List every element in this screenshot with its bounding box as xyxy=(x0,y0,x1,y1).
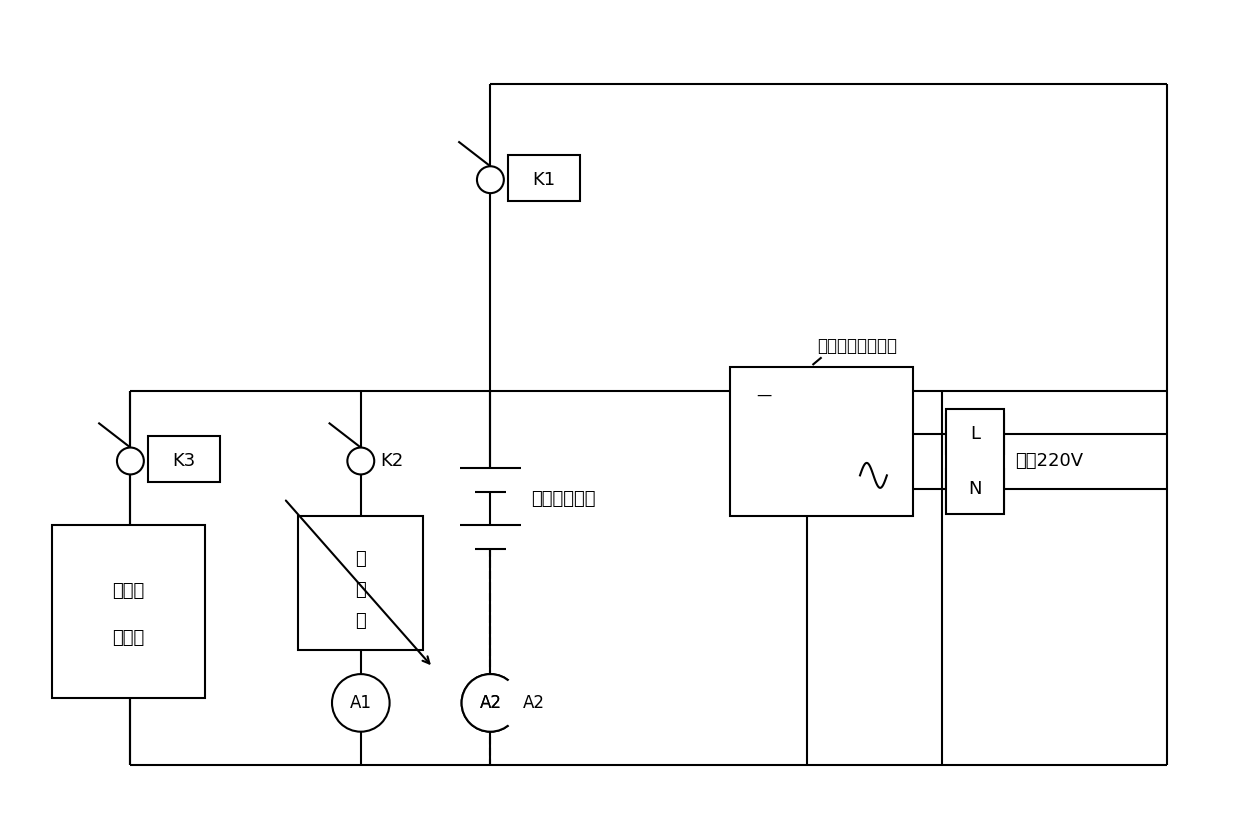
Bar xyxy=(299,516,423,650)
Circle shape xyxy=(500,669,567,737)
Text: A2: A2 xyxy=(480,694,501,712)
Bar xyxy=(507,155,579,200)
Circle shape xyxy=(332,674,389,732)
Circle shape xyxy=(117,447,144,474)
Circle shape xyxy=(477,167,503,193)
Circle shape xyxy=(461,674,520,732)
Text: K2: K2 xyxy=(379,452,403,470)
Text: K3: K3 xyxy=(172,452,196,470)
Text: 显示模: 显示模 xyxy=(113,582,145,600)
Bar xyxy=(946,413,1004,454)
Text: 变: 变 xyxy=(356,549,366,568)
Text: A2: A2 xyxy=(522,694,544,712)
Circle shape xyxy=(461,674,520,732)
Bar xyxy=(946,469,1004,509)
Text: 阵: 阵 xyxy=(356,581,366,599)
Text: K1: K1 xyxy=(533,171,556,189)
Circle shape xyxy=(505,674,563,732)
Text: 混合电池充电系统: 混合电池充电系统 xyxy=(817,337,897,356)
Text: L: L xyxy=(970,425,980,443)
Text: 单向220V: 单向220V xyxy=(1016,452,1084,470)
Circle shape xyxy=(347,447,374,474)
Bar xyxy=(946,409,1004,514)
Bar xyxy=(730,367,913,516)
Text: N: N xyxy=(968,480,982,498)
Text: 块电池: 块电池 xyxy=(113,629,145,647)
Text: A1: A1 xyxy=(350,694,372,712)
Text: 筱: 筱 xyxy=(356,611,366,629)
Text: 锂动力电池组: 锂动力电池组 xyxy=(531,490,595,508)
Text: A2: A2 xyxy=(480,694,501,712)
Text: —: — xyxy=(756,389,771,403)
Bar xyxy=(52,526,206,698)
Bar xyxy=(148,436,219,482)
